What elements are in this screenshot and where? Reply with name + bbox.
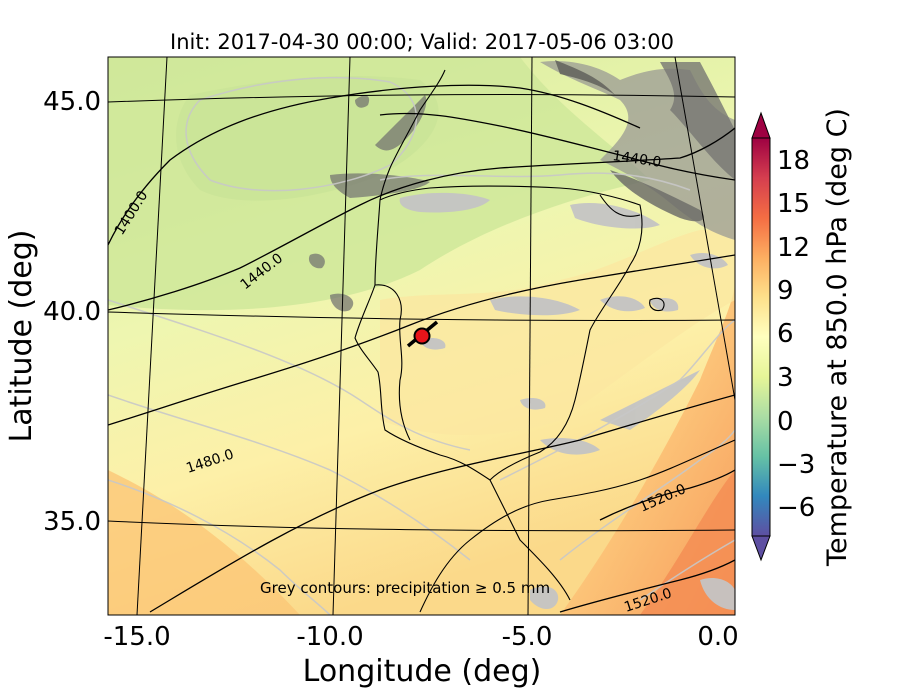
colorbar-tick-label: −3 (777, 450, 815, 480)
contour-label: 1440.0 (611, 148, 662, 171)
x-axis-label: Longitude (deg) (303, 654, 542, 689)
colorbar-tick-label: 9 (777, 276, 794, 306)
y-axis-label: Latitude (deg) (4, 230, 39, 443)
colorbar-tick-label: 12 (777, 233, 810, 263)
y-tick-label: 40.0 (43, 297, 101, 327)
y-ticks: 35.0 40.0 45.0 (43, 87, 101, 537)
y-tick-label: 45.0 (43, 87, 101, 117)
morocco-border (489, 479, 571, 601)
map-frame (107, 56, 736, 616)
graticule (108, 57, 735, 615)
contour-1480 (108, 254, 735, 426)
warm-temperature-region (560, 280, 735, 615)
contour-1440-a (108, 127, 735, 311)
y-tick-label: 35.0 (43, 507, 101, 537)
contour-1520-b (559, 559, 735, 613)
precipitation-annotation: Grey contours: precipitation ≥ 0.5 mm (260, 579, 550, 597)
colorbar-tick-label: 0 (777, 407, 794, 437)
contour-1520-c (599, 469, 735, 521)
x-tick-label: -5.0 (502, 622, 553, 652)
colorbar: 18 15 12 9 6 3 0 −3 −6 Temperature at 85… (751, 108, 853, 567)
iberia-coast (354, 185, 643, 481)
france-coast (379, 69, 446, 201)
marker-dot (413, 327, 431, 345)
meridian-0 (674, 57, 735, 401)
chart-title: Init: 2017-04-30 00:00; Valid: 2017-05-0… (170, 30, 674, 54)
contour-1400 (108, 84, 641, 246)
colorbar-label: Temperature at 850.0 hPa (deg C) (822, 108, 853, 567)
parallel-35 (108, 520, 735, 532)
contour-1520-a (149, 394, 735, 613)
x-tick-label: -15.0 (103, 622, 170, 652)
colorbar-tick-label: 15 (777, 189, 810, 219)
parallel-45 (108, 94, 735, 103)
warm-sw-region (108, 470, 300, 615)
colorbar-tick-label: 18 (777, 146, 810, 176)
colorbar-tick-label: 6 (777, 319, 794, 349)
coastlines (354, 69, 735, 613)
colorbar-gradient (751, 137, 771, 537)
meridian-15 (136, 57, 168, 615)
parallel-40 (108, 311, 735, 322)
x-tick-label: 0.0 (697, 622, 738, 652)
meridian-5 (527, 57, 533, 615)
portugal-border (374, 284, 411, 441)
contour-1440-b (379, 112, 735, 181)
pyrenees-border (599, 194, 641, 217)
north-africa-coast (419, 439, 735, 613)
colorbar-max-arrow (751, 111, 771, 139)
x-ticks: -15.0 -10.0 -5.0 0.0 (103, 622, 738, 652)
temperature-isolines (108, 76, 735, 615)
colorbar-tick-label: 3 (777, 363, 794, 393)
map-panel: 1400.0 1440.0 1440.0 1480.0 1520.0 1520.… (108, 57, 735, 615)
cool-temperature-core (176, 75, 439, 201)
x-tick-label: -10.0 (296, 622, 363, 652)
colorbar-min-arrow (751, 535, 771, 562)
meridian-10 (332, 57, 351, 615)
location-marker (406, 320, 439, 348)
terrain-shading (308, 60, 735, 312)
colorbar-ticks: 18 15 12 9 6 3 0 −3 −6 (777, 146, 815, 523)
height-contours (108, 84, 735, 613)
balearic-islands (649, 297, 665, 312)
warm-iberia-region (380, 230, 735, 435)
colorbar-tick-label: −6 (777, 493, 815, 523)
